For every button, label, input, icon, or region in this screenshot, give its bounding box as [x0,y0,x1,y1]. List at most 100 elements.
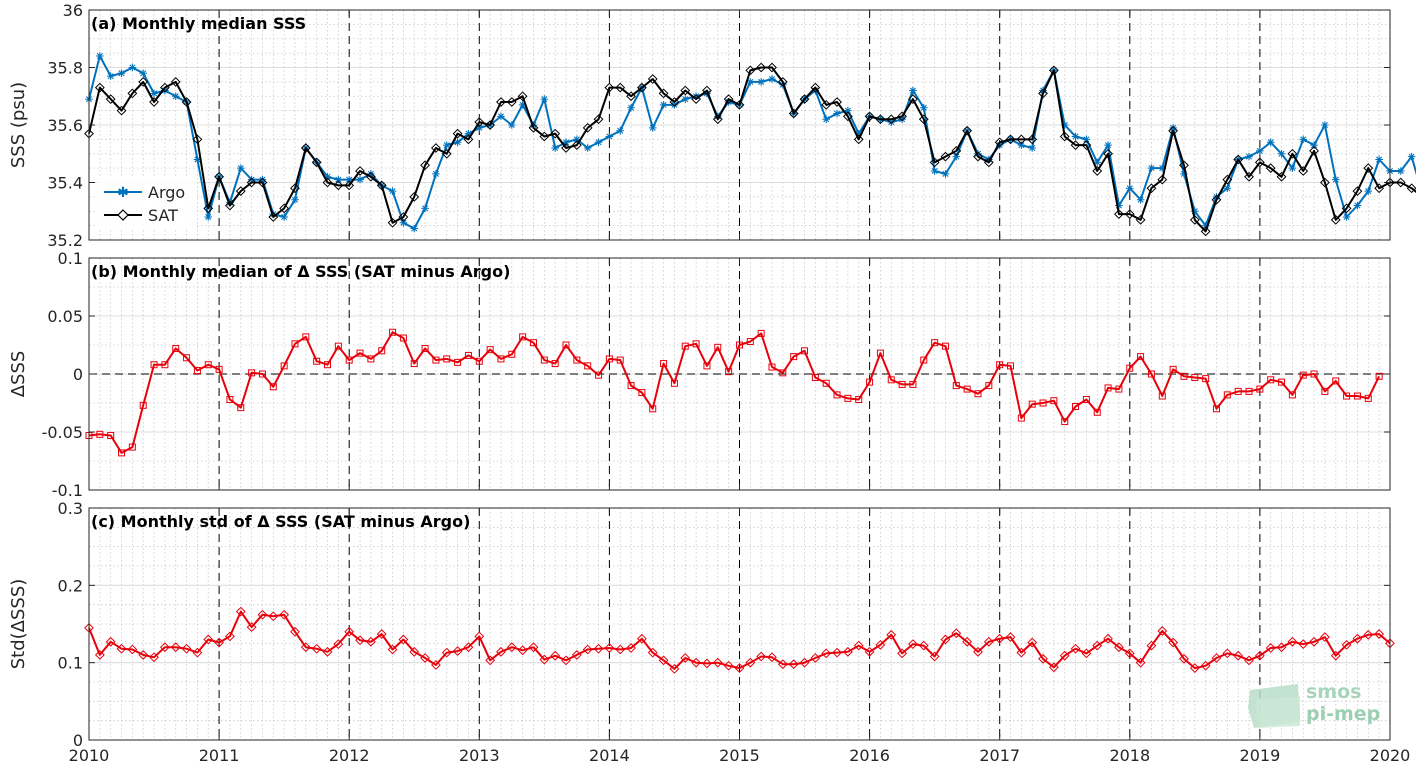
data-point [777,76,788,87]
data-point [246,177,257,188]
data-point [388,187,397,195]
data-point [389,328,397,336]
data-point [920,356,928,364]
data-point [1005,632,1016,643]
data-point [246,622,257,633]
data-point [940,634,951,645]
data-point [919,103,928,112]
data-point [680,85,691,96]
data-point [367,170,375,178]
data-point [421,204,429,213]
data-point [106,72,115,80]
legend: ✱ Argo SAT [97,178,197,230]
data-point [322,646,333,657]
data-point [117,69,126,78]
data-point [506,642,517,653]
y-tick-label: 0.1 [58,249,83,268]
data-point [898,115,906,124]
series-sat [84,62,1416,237]
tick-marks [88,9,1391,241]
data-point [909,86,917,95]
data-point [1212,193,1221,201]
data-point [420,653,430,663]
data-point [909,380,917,388]
data-point [1103,633,1113,644]
data-point [1363,629,1374,640]
data-point [1256,385,1264,393]
data-point [235,606,246,617]
data-point [107,431,115,439]
data-point [539,654,550,665]
data-point [659,101,668,109]
data-point [528,642,539,653]
data-point [1059,131,1070,142]
data-point [1332,377,1340,385]
data-point [138,650,149,660]
data-point [866,378,874,386]
data-point [1103,148,1113,159]
x-tick-label: 2019 [1240,746,1281,765]
data-point [398,212,409,222]
data-point [876,349,884,357]
data-point [1309,636,1319,647]
data-point [875,114,886,125]
data-point [192,134,203,145]
data-point [441,148,452,159]
data-point [1136,195,1145,204]
x-tick-label: 2010 [69,746,110,765]
data-point [1126,364,1134,372]
data-point [291,195,299,204]
data-point [333,639,344,650]
data-point [181,97,192,107]
data-point [302,333,310,341]
data-point [226,198,234,207]
data-point [1092,166,1103,176]
data-point [842,646,853,657]
panel-title: (b) Monthly median of Δ SSS (SAT minus A… [91,262,510,281]
data-point [897,648,907,659]
data-point [649,405,657,413]
data-point [540,95,549,103]
data-point [745,65,756,76]
data-point [519,333,527,341]
data-point [1168,637,1179,648]
data-point [508,121,516,129]
data-point [1353,392,1361,400]
data-point [647,647,658,658]
data-point [615,644,626,655]
data-point [571,650,582,660]
y-tick-label: -0.1 [52,481,83,500]
data-point [799,94,810,105]
data-point [127,88,138,99]
data-point [1017,141,1026,149]
data-point [463,134,474,145]
series-delta [84,606,1395,674]
data-point [593,114,604,125]
smos-pimep-logo: smos pi-mep [1248,681,1380,728]
data-point [128,443,136,451]
data-point [387,644,398,655]
data-point [1321,121,1329,129]
data-point [1319,632,1330,643]
x-tick-label: 2014 [589,746,630,765]
legend-sat-marker [117,209,129,221]
data-point [855,396,863,404]
data-point [1179,653,1189,664]
data-point [1028,400,1036,408]
data-point [822,115,831,124]
data-point [313,357,321,365]
data-point [170,76,181,87]
data-point [941,170,950,178]
data-point [1059,650,1070,661]
data-point [973,151,983,162]
y-tick-label: 0.2 [58,576,83,595]
data-point [1016,134,1027,145]
data-point [833,109,841,118]
data-point [799,657,810,668]
data-point [443,355,451,363]
data-point [139,69,148,78]
data-point [237,404,245,412]
data-point [757,78,765,86]
data-point [128,63,137,72]
data-point [616,356,624,364]
